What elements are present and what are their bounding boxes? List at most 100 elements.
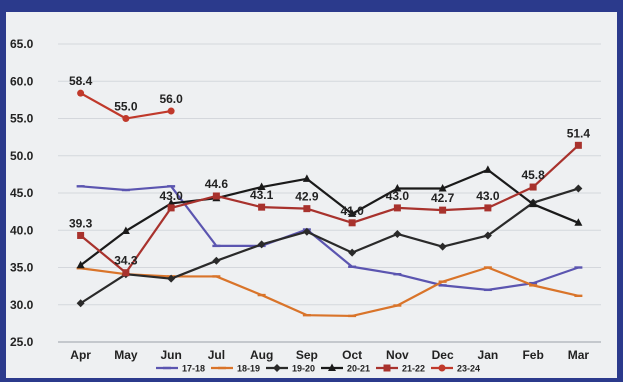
point-19-20 xyxy=(393,229,402,238)
point-20-21 xyxy=(302,174,311,182)
point-21-22 xyxy=(77,231,85,239)
y-tick-label: 45.0 xyxy=(10,186,34,200)
point-17-18 xyxy=(167,185,176,188)
point-20-21 xyxy=(257,182,266,191)
legend-label: 18-19 xyxy=(237,364,260,374)
y-tick-label: 50.0 xyxy=(10,149,34,163)
point-17-18 xyxy=(76,185,85,188)
point-17-18 xyxy=(121,188,130,192)
y-tick-label: 40.0 xyxy=(10,223,34,237)
legend-item-20-21: 20-21 xyxy=(321,363,370,374)
point-legend-20-21 xyxy=(328,363,336,371)
point-20-21 xyxy=(121,226,130,234)
legend: 17-18 18-19 19-20 20-21 21-22 23-24 xyxy=(156,363,480,374)
data-label: 51.4 xyxy=(567,126,591,140)
point-legend-18-19 xyxy=(218,366,226,370)
point-17-18 xyxy=(574,266,583,269)
x-tick-label: Aug xyxy=(250,348,273,362)
point-20-21 xyxy=(348,209,357,217)
point-20-21 xyxy=(574,218,583,226)
series-line-21-22 xyxy=(79,144,580,274)
point-21-22 xyxy=(258,203,266,211)
data-label: 43.0 xyxy=(159,189,183,203)
point-17-18 xyxy=(438,284,447,287)
point-legend-23-24 xyxy=(438,364,446,372)
point-21-22 xyxy=(439,206,447,214)
point-17-18 xyxy=(529,281,538,285)
point-legend-19-20 xyxy=(273,364,281,372)
data-label: 39.3 xyxy=(69,216,93,230)
point-20-21 xyxy=(438,184,447,192)
y-tick-label: 60.0 xyxy=(10,74,34,88)
x-axis: Apr May Jun Jul Aug Sep Oct Nov Dec Jan Feb Mar xyxy=(58,341,601,362)
x-tick-label: Jan xyxy=(478,348,499,362)
x-tick-label: Apr xyxy=(70,348,91,362)
point-23-24 xyxy=(122,115,130,122)
legend-item-18-19: 18-19 xyxy=(211,364,260,374)
point-18-19 xyxy=(483,266,492,269)
point-17-18 xyxy=(393,273,402,276)
point-19-20 xyxy=(76,299,85,308)
point-19-20 xyxy=(257,240,266,249)
point-19-20 xyxy=(167,274,176,283)
point-21-22 xyxy=(574,141,582,149)
x-tick-label: Jun xyxy=(160,348,181,362)
x-tick-label: Oct xyxy=(342,348,362,362)
x-tick-label: Feb xyxy=(522,348,543,362)
x-tick-label: Nov xyxy=(386,348,409,362)
x-tick-label: Dec xyxy=(432,348,454,362)
point-21-22 xyxy=(212,192,220,200)
data-labels: 39.3 34.3 43.0 44.6 43.1 42.9 41.0 43.0 42.7 43.0… xyxy=(69,74,590,268)
point-21-22 xyxy=(303,205,311,213)
point-21-22 xyxy=(529,183,537,191)
point-20-21 xyxy=(483,165,492,173)
point-19-20 xyxy=(438,242,447,251)
y-tick-label: 35.0 xyxy=(10,261,34,275)
data-label: 56.0 xyxy=(159,92,183,106)
series-line-17-18 xyxy=(80,185,579,291)
point-19-20 xyxy=(574,184,583,193)
point-19-20 xyxy=(212,256,221,265)
legend-item-23-24: 23-24 xyxy=(431,364,480,374)
y-tick-label: 65.0 xyxy=(10,37,34,51)
point-19-20 xyxy=(302,227,311,236)
data-label: 41.0 xyxy=(340,204,364,218)
series-line-18-19 xyxy=(80,266,579,318)
legend-label: 17-18 xyxy=(182,364,205,374)
point-21-22 xyxy=(167,204,175,212)
point-21-22 xyxy=(484,204,492,212)
series-18-19 xyxy=(76,266,583,318)
x-tick-label: Sep xyxy=(296,348,318,362)
legend-label: 21-22 xyxy=(402,364,425,374)
legend-item-21-22: 21-22 xyxy=(376,364,425,374)
x-tick-label: May xyxy=(114,348,138,362)
data-label: 42.7 xyxy=(431,191,455,205)
point-19-20 xyxy=(483,231,492,240)
point-21-22 xyxy=(122,269,130,277)
point-18-19 xyxy=(438,280,447,283)
point-20-21 xyxy=(393,184,402,192)
data-label: 44.6 xyxy=(205,177,229,191)
series-line-20-21 xyxy=(79,168,579,267)
y-tick-label: 30.0 xyxy=(10,298,34,312)
point-17-18 xyxy=(483,288,492,292)
data-label: 45.8 xyxy=(521,168,545,182)
series-group xyxy=(76,89,583,318)
point-18-19 xyxy=(393,304,402,307)
gridlines xyxy=(58,43,601,343)
y-tick-label: 25.0 xyxy=(10,335,34,349)
legend-label: 19-20 xyxy=(292,364,315,374)
legend-label: 20-21 xyxy=(347,364,370,374)
series-line-19-20 xyxy=(80,187,579,305)
point-23-24 xyxy=(167,107,175,115)
chart-panel: 25.0 30.0 35.0 40.0 45.0 50.0 55.0 60.0 65.0 Apr… xyxy=(6,12,617,378)
point-21-22 xyxy=(393,204,401,212)
point-18-19 xyxy=(348,314,357,318)
series-19-20 xyxy=(76,184,583,308)
data-label: 55.0 xyxy=(114,100,138,114)
point-17-18 xyxy=(348,265,357,268)
legend-label: 23-24 xyxy=(457,364,480,374)
series-23-24 xyxy=(77,89,175,122)
point-20-21 xyxy=(76,260,85,269)
